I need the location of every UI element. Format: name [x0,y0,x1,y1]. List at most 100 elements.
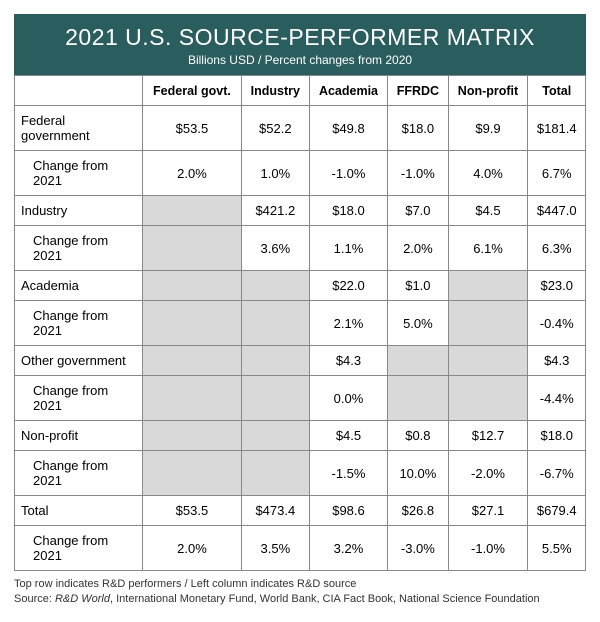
value-cell: -1.0% [309,151,387,196]
value-cell: 2.1% [309,301,387,346]
value-cell: $679.4 [528,496,586,526]
col-header: Total [528,76,586,106]
table-row: Change from 20212.0%1.0%-1.0%-1.0%4.0%6.… [15,151,586,196]
value-cell: $26.8 [388,496,448,526]
value-cell: $447.0 [528,196,586,226]
empty-cell [143,301,242,346]
empty-cell [143,376,242,421]
value-cell: $53.5 [143,496,242,526]
footnote-source-italic: R&D World [55,593,110,605]
empty-cell [448,271,528,301]
row-sublabel: Change from 2021 [15,526,143,571]
table-row: Change from 2021 0.0% -4.4% [15,376,586,421]
footnote-line1: Top row indicates R&D performers / Left … [14,577,586,592]
value-cell: $52.2 [241,106,309,151]
value-cell: 2.0% [388,226,448,271]
empty-cell [241,376,309,421]
value-cell: $18.0 [528,421,586,451]
value-cell: $27.1 [448,496,528,526]
col-header: Industry [241,76,309,106]
footnote-source-prefix: Source: [14,593,55,605]
empty-cell [241,271,309,301]
value-cell: $421.2 [241,196,309,226]
value-cell: $181.4 [528,106,586,151]
value-cell: -1.0% [448,526,528,571]
value-cell: 1.0% [241,151,309,196]
row-sublabel: Change from 2021 [15,376,143,421]
value-cell: $23.0 [528,271,586,301]
table-row: Change from 2021-1.5%10.0%-2.0%-6.7% [15,451,586,496]
col-header: Federal govt. [143,76,242,106]
value-cell: -6.7% [528,451,586,496]
value-cell: -3.0% [388,526,448,571]
value-cell: $98.6 [309,496,387,526]
page-subtitle: Billions USD / Percent changes from 2020 [22,53,578,67]
empty-cell [241,346,309,376]
table-row: Academia$22.0$1.0$23.0 [15,271,586,301]
value-cell: $12.7 [448,421,528,451]
page-title: 2021 U.S. SOURCE-PERFORMER MATRIX [22,24,578,51]
value-cell: $49.8 [309,106,387,151]
value-cell: 2.0% [143,151,242,196]
table-row: Change from 2021 2.1%5.0% -0.4% [15,301,586,346]
value-cell: 6.3% [528,226,586,271]
value-cell: 2.0% [143,526,242,571]
empty-cell [143,346,242,376]
value-cell: $9.9 [448,106,528,151]
table-row: Change from 20213.6%1.1%2.0%6.1%6.3% [15,226,586,271]
empty-cell [143,196,242,226]
row-label: Non-profit [15,421,143,451]
empty-cell [143,226,242,271]
value-cell: -4.4% [528,376,586,421]
row-sublabel: Change from 2021 [15,451,143,496]
table-row: Federal government$53.5$52.2$49.8$18.0$9… [15,106,586,151]
value-cell: -0.4% [528,301,586,346]
value-cell: $4.3 [309,346,387,376]
col-header: Non-profit [448,76,528,106]
row-label: Academia [15,271,143,301]
empty-cell [448,346,528,376]
row-label: Total [15,496,143,526]
empty-cell [143,421,242,451]
value-cell: $4.3 [528,346,586,376]
value-cell: 4.0% [448,151,528,196]
value-cell: $4.5 [309,421,387,451]
empty-cell [143,451,242,496]
value-cell: -1.0% [388,151,448,196]
empty-cell [448,301,528,346]
value-cell: 1.1% [309,226,387,271]
value-cell: $18.0 [388,106,448,151]
header-band: 2021 U.S. SOURCE-PERFORMER MATRIX Billio… [14,14,586,75]
value-cell: 3.5% [241,526,309,571]
empty-cell [241,451,309,496]
corner-cell [15,76,143,106]
footnote-source-suffix: , International Monetary Fund, World Ban… [110,593,540,605]
table-row: Change from 20212.0%3.5%3.2%-3.0%-1.0%5.… [15,526,586,571]
value-cell: 3.2% [309,526,387,571]
row-sublabel: Change from 2021 [15,301,143,346]
empty-cell [143,271,242,301]
row-sublabel: Change from 2021 [15,151,143,196]
row-label: Other government [15,346,143,376]
value-cell: 6.1% [448,226,528,271]
col-header: FFRDC [388,76,448,106]
value-cell: $53.5 [143,106,242,151]
value-cell: $473.4 [241,496,309,526]
value-cell: 3.6% [241,226,309,271]
value-cell: $18.0 [309,196,387,226]
col-header: Academia [309,76,387,106]
empty-cell [448,376,528,421]
value-cell: -2.0% [448,451,528,496]
value-cell: 0.0% [309,376,387,421]
value-cell: -1.5% [309,451,387,496]
footnote-line2: Source: R&D World, International Monetar… [14,592,586,607]
empty-cell [241,301,309,346]
row-label: Federal government [15,106,143,151]
table-row: Other government $4.3 $4.3 [15,346,586,376]
source-performer-table: Federal govt. Industry Academia FFRDC No… [14,75,586,571]
value-cell: $0.8 [388,421,448,451]
empty-cell [388,376,448,421]
value-cell: 5.5% [528,526,586,571]
matrix-container: 2021 U.S. SOURCE-PERFORMER MATRIX Billio… [0,0,600,622]
value-cell: 5.0% [388,301,448,346]
